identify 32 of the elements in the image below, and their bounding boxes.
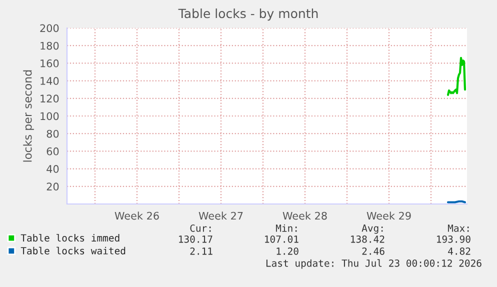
y-tick-label: 120 [40, 94, 59, 103]
y-tick-label: 160 [40, 59, 59, 68]
text: 4.82 [448, 247, 470, 255]
text: 107.01 [265, 235, 298, 243]
text: 138.42 [351, 235, 384, 243]
text: 2.11 [190, 247, 212, 255]
legend-label: Table locks waited [20, 246, 126, 254]
x-tick-label: Week 26 [114, 212, 159, 220]
legend-label: Table locks immed [20, 234, 120, 242]
text: Last update: Thu Jul 23 00:00:12 2026 [266, 259, 482, 269]
text: 130.17 [179, 235, 212, 243]
y-axis-title: locks per second [23, 70, 34, 162]
text: 2.46 [362, 247, 384, 255]
line-series [446, 56, 466, 96]
y-tick-label: 180 [40, 42, 59, 50]
y-tick-label: 20 [46, 182, 59, 191]
text: Cur: [190, 224, 211, 232]
text: Avg: [362, 224, 383, 234]
y-tick-label: 140 [40, 77, 59, 85]
text: 1.20 [276, 247, 298, 255]
x-tick-label: Week 27 [198, 212, 243, 220]
y-tick-label: 200 [40, 24, 59, 32]
x-tick-label: Week 29 [366, 212, 411, 220]
y-tick-label: 80 [46, 130, 59, 138]
y-tick-label: 40 [46, 165, 59, 173]
text: 193.90 [437, 235, 470, 243]
text: Max: [448, 224, 469, 232]
text: Min: [276, 224, 297, 232]
x-tick-label: Week 28 [282, 212, 327, 220]
y-tick-label: 100 [40, 112, 59, 120]
chart-title: Table locks - by month [178, 8, 318, 21]
y-tick-label: 60 [46, 147, 59, 156]
